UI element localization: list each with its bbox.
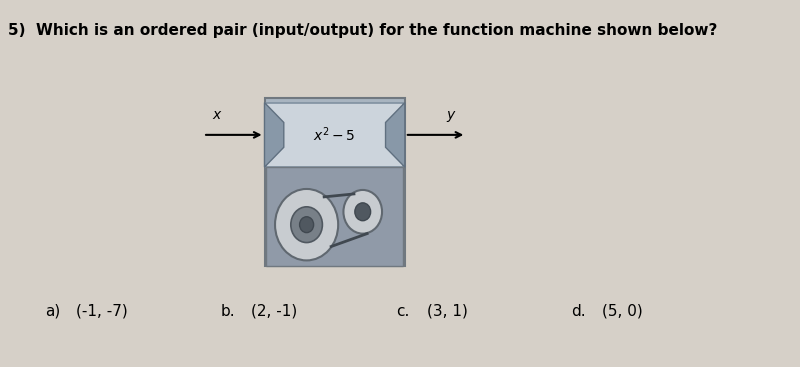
Polygon shape [265,103,284,167]
Text: a): a) [46,304,61,319]
Text: (-1, -7): (-1, -7) [76,304,128,319]
Text: (3, 1): (3, 1) [426,304,468,319]
Circle shape [343,190,382,234]
Bar [265,98,405,266]
Text: b.: b. [221,304,235,319]
Text: y: y [446,109,454,123]
Text: 5)  Which is an ordered pair (input/output) for the function machine shown below: 5) Which is an ordered pair (input/outpu… [9,23,718,38]
Text: (2, -1): (2, -1) [251,304,298,319]
Circle shape [299,217,314,233]
Polygon shape [386,103,405,167]
Bar [266,103,403,167]
Circle shape [291,207,322,243]
Text: $x^2 - 5$: $x^2 - 5$ [314,125,356,143]
Text: c.: c. [396,304,410,319]
Text: d.: d. [571,304,586,319]
Text: (5, 0): (5, 0) [602,304,643,319]
Circle shape [275,189,338,261]
Text: x: x [212,109,220,123]
Bar [266,167,403,266]
Circle shape [355,203,370,221]
